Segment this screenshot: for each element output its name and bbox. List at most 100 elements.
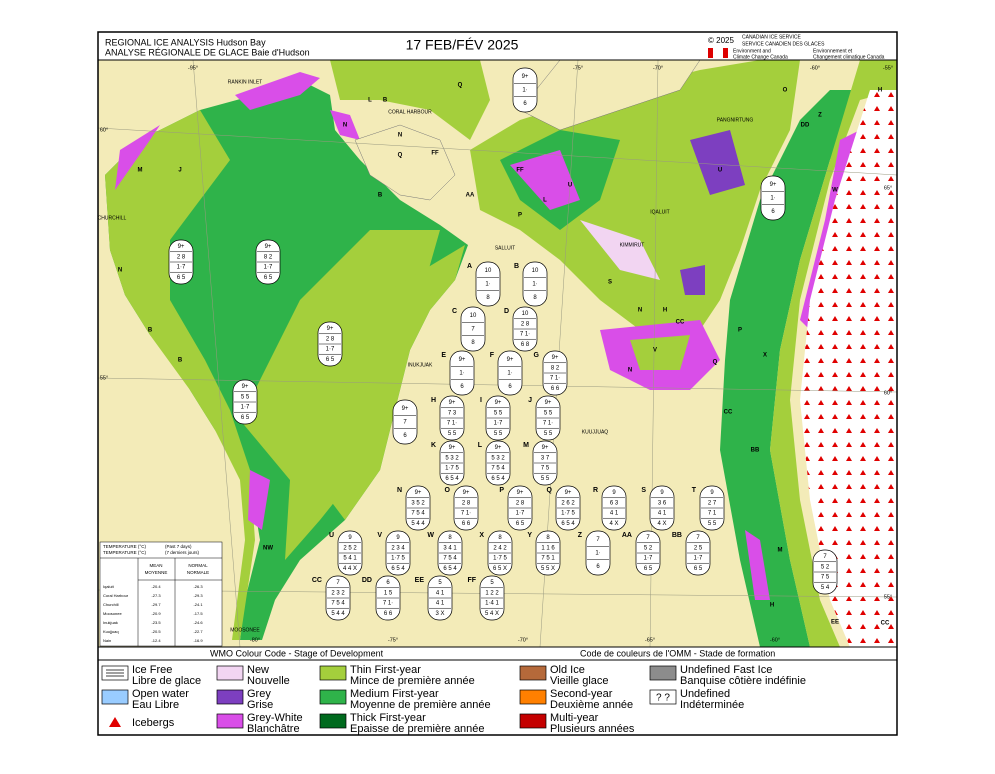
graticule-label: -75° [573,65,583,71]
egg-code: 9+ [459,357,466,363]
legend-label: Ice Free [132,664,172,676]
iceberg-symbol [832,498,838,503]
egg-code: 2 8 [521,321,530,327]
iceberg-symbol [874,344,880,349]
iceberg-symbol [860,148,866,153]
egg-code: 5 5 [544,431,553,437]
legend-label: Deuxième année [550,699,633,711]
iceberg-symbol [818,386,824,391]
iceberg-symbol [846,414,852,419]
iceberg-symbol [804,442,810,447]
iceberg-symbol [874,288,880,293]
egg-label: A [467,263,472,270]
egg-code: 1·7 [644,556,653,562]
table-title: (7 derniers jours) [165,550,200,555]
egg-label: X [479,532,484,539]
egg-label: L [478,442,483,449]
iceberg-symbol [832,372,838,377]
iceberg-symbol [846,204,852,209]
iceberg-symbol [846,316,852,321]
egg-code: 6 [523,101,527,107]
egg-label: B [514,263,519,270]
egg-code: 4 1 [436,601,445,607]
region-label: Z [818,113,822,119]
egg-code: 2 8 [516,500,525,506]
ice-area [680,130,745,295]
region-label: NW [263,546,273,552]
iceberg-symbol [818,288,824,293]
iceberg-symbol [846,330,852,335]
iceberg-symbol [860,330,866,335]
legend-swatch [519,713,547,729]
graticule-label: -65° [645,637,655,643]
iceberg-symbol [860,428,866,433]
egg-code: 6 5 [177,275,186,281]
iceberg-symbol [818,428,824,433]
egg-code: 9+ [522,74,529,80]
egg-code: 7 5 [541,466,550,472]
iceberg-symbol [832,456,838,461]
iceberg-symbol [846,456,852,461]
agency: SERVICE CANADIEN DES GLACES [742,41,825,47]
iceberg-symbol [874,554,880,559]
iceberg-symbol [846,484,852,489]
egg-label: R [593,487,598,494]
legend-swatch [319,689,347,705]
iceberg-symbol [846,190,852,195]
iceberg-symbol [874,372,880,377]
legend-label: Libre de glace [132,675,201,687]
egg-code: 9+ [449,400,456,406]
iceberg-symbol [860,204,866,209]
graticule-label: -95° [188,65,198,71]
egg-code: 6 5 [694,566,703,572]
iceberg-symbol [846,428,852,433]
egg-label: H [431,397,436,404]
iceberg-symbol [874,596,880,601]
egg-code: 7 5 4 [411,511,425,517]
iceberg-symbol [860,316,866,321]
iceberg-symbol [874,218,880,223]
egg-code: 2 4 2 [493,545,507,551]
egg-code: 7 [696,535,700,541]
egg-code: 10 [522,311,529,317]
iceberg-symbol [832,386,838,391]
region-label: CC [881,621,890,627]
legend-label: Grey [247,688,271,700]
egg-code: 7 1· [550,376,560,382]
egg-label: BB [672,532,682,539]
egg-code: 8 2 [551,365,560,371]
temperature-table [99,541,223,647]
egg-label: C [452,308,457,315]
region-label: O [783,88,788,94]
iceberg-symbol [818,484,824,489]
region-label: M [778,548,783,554]
iceberg-symbol [888,610,894,615]
table-cell: -20.9 [151,611,161,616]
iceberg-symbol [888,176,894,181]
egg-code: 1·7 [264,265,273,271]
region-label: N [628,368,632,374]
legend-swatch [216,665,244,681]
island [354,124,456,201]
iceberg-symbol [888,470,894,475]
egg-label: AA [622,532,632,539]
copyright: © 2025 [708,36,734,45]
iceberg-symbol [888,526,894,531]
iceberg-symbol [860,512,866,517]
table-header: MOYENNE [145,570,168,575]
egg [460,306,486,352]
egg-code: 6 5 [264,275,273,281]
egg-code: 1· [459,371,464,377]
iceberg-symbol [860,568,866,573]
egg [497,350,523,396]
legend-label: Second-year [550,688,613,700]
iceberg-area [800,90,897,647]
region-label: FF [431,151,439,157]
legend-label: Blanchâtre [247,723,300,735]
iceberg-symbol [874,358,880,363]
region-label: B [178,358,183,364]
region-label: N [638,308,642,314]
egg-code: 2 6 2 [561,500,575,506]
graticule-label: -70° [653,65,663,71]
